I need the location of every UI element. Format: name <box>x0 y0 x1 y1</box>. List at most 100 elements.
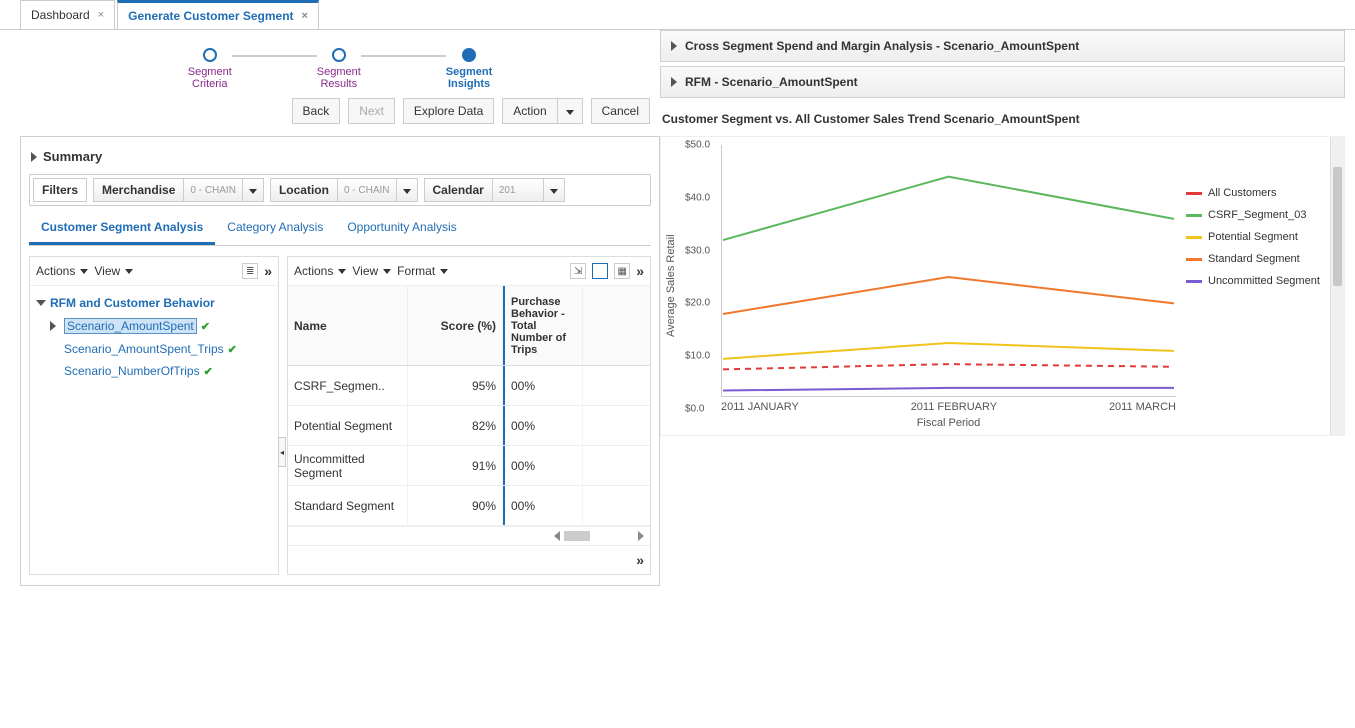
tree-item-scenario[interactable]: Scenario_AmountSpent_Trips ✔ <box>34 338 274 360</box>
step-dot-icon <box>332 48 346 62</box>
scroll-right-icon[interactable] <box>638 531 644 541</box>
view-menu[interactable]: View <box>94 264 133 278</box>
cell-score: 82% <box>408 406 503 445</box>
format-menu[interactable]: Format <box>397 264 448 278</box>
close-icon[interactable]: × <box>98 9 104 21</box>
export-icon[interactable]: ⇲ <box>570 263 586 279</box>
scroll-thumb[interactable] <box>1333 167 1342 286</box>
segment-grid-pane: ◂ Actions View Format ⇲ ▦ » Name Score (… <box>287 256 651 575</box>
tree-item-scenario[interactable]: Scenario_NumberOfTrips✔ <box>34 360 274 382</box>
filter-value: 0 - CHAIN <box>338 181 396 200</box>
view-menu[interactable]: View <box>352 264 391 278</box>
tab-dashboard[interactable]: Dashboard × <box>20 0 115 29</box>
actions-menu[interactable]: Actions <box>294 264 346 278</box>
grid-horizontal-scrollbar[interactable] <box>288 526 650 545</box>
legend-swatch-icon <box>1186 214 1202 217</box>
y-tick-label: $40.0 <box>685 192 710 203</box>
scroll-left-icon[interactable] <box>554 531 560 541</box>
legend-item: Potential Segment <box>1186 231 1324 243</box>
table-row[interactable]: CSRF_Segmen..95%00% <box>288 366 650 406</box>
wizard-connector <box>232 55 317 57</box>
panel-rfm[interactable]: RFM - Scenario_AmountSpent <box>660 66 1345 98</box>
chevron-down-icon[interactable] <box>396 179 417 201</box>
tab-category-analysis[interactable]: Category Analysis <box>215 212 335 245</box>
location-filter[interactable]: Location 0 - CHAIN <box>270 178 418 202</box>
cell-score: 95% <box>408 366 503 405</box>
panel-title: Cross Segment Spend and Margin Analysis … <box>685 39 1079 53</box>
panel-cross-segment-spend[interactable]: Cross Segment Spend and Margin Analysis … <box>660 30 1345 62</box>
chart-scrollbar[interactable] <box>1330 137 1344 435</box>
y-axis-label: Average Sales Retail <box>661 137 681 435</box>
legend-label: All Customers <box>1208 187 1276 199</box>
col-header-score[interactable]: Score (%) <box>408 286 503 365</box>
tree-root[interactable]: RFM and Customer Behavior <box>34 292 274 314</box>
table-row[interactable]: Potential Segment82%00% <box>288 406 650 446</box>
legend-swatch-icon <box>1186 192 1202 195</box>
chevron-right-icon <box>50 321 56 331</box>
legend-item: CSRF_Segment_03 <box>1186 209 1324 221</box>
back-button[interactable]: Back <box>292 98 341 124</box>
col-header-purchase-behavior[interactable]: Purchase Behavior - Total Number of Trip… <box>503 286 583 365</box>
tree-root-label: RFM and Customer Behavior <box>50 296 215 310</box>
freeze-icon[interactable] <box>592 263 608 279</box>
wizard-step-results[interactable]: Segment Results <box>317 48 361 90</box>
table-row[interactable]: Uncommitted Segment91%00% <box>288 446 650 486</box>
grid-toolbar: Actions View Format ⇲ ▦ » <box>288 257 650 286</box>
main-work-panel: Summary Filters Merchandise 0 - CHAIN Lo… <box>20 136 660 586</box>
col-header-name[interactable]: Name <box>288 286 408 365</box>
detach-icon[interactable]: ≣ <box>242 263 258 279</box>
scenario-tree-pane: Actions View ≣ » RFM and Customer Behavi… <box>29 256 279 575</box>
chart-title: Customer Segment vs. All Customer Sales … <box>660 102 1345 136</box>
filters-button[interactable]: Filters <box>33 178 87 202</box>
overflow-icon[interactable]: » <box>636 552 644 568</box>
chevron-down-icon[interactable] <box>543 179 564 201</box>
legend-swatch-icon <box>1186 236 1202 239</box>
overflow-icon[interactable]: » <box>636 263 644 279</box>
y-tick-label: $30.0 <box>685 245 710 256</box>
wizard-step-insights[interactable]: Segment Insights <box>446 48 492 90</box>
close-icon[interactable]: × <box>302 10 308 22</box>
summary-toggle[interactable]: Summary <box>29 143 651 174</box>
grid-footer: » <box>288 545 650 574</box>
y-tick-label: $10.0 <box>685 351 710 362</box>
actions-menu[interactable]: Actions <box>36 264 88 278</box>
action-button-label: Action <box>502 98 556 124</box>
tab-customer-segment-analysis[interactable]: Customer Segment Analysis <box>29 212 215 245</box>
sales-trend-chart: Average Sales Retail $0.0$10.0$20.0$30.0… <box>660 136 1345 436</box>
overflow-icon[interactable]: » <box>264 263 272 279</box>
filter-label: Merchandise <box>94 179 184 201</box>
wizard-step-label: Segment Criteria <box>188 66 232 90</box>
tree-item-label: Scenario_AmountSpent <box>64 318 197 334</box>
action-split-button[interactable]: Action <box>502 98 582 124</box>
tab-generate-segment[interactable]: Generate Customer Segment × <box>117 0 319 29</box>
tree-body: RFM and Customer Behavior Scenario_Amoun… <box>30 286 278 388</box>
legend-label: Standard Segment <box>1208 253 1300 265</box>
table-row[interactable]: Standard Segment90%00% <box>288 486 650 526</box>
cancel-button[interactable]: Cancel <box>591 98 650 124</box>
scroll-thumb[interactable] <box>564 531 590 541</box>
check-icon: ✔ <box>201 320 210 333</box>
check-icon: ✔ <box>228 343 237 356</box>
check-icon: ✔ <box>204 365 213 378</box>
chevron-right-icon <box>671 41 677 51</box>
wizard-connector <box>361 55 446 57</box>
explore-data-button[interactable]: Explore Data <box>403 98 494 124</box>
merchandise-filter[interactable]: Merchandise 0 - CHAIN <box>93 178 264 202</box>
wrap-icon[interactable]: ▦ <box>614 263 630 279</box>
wizard-step-label: Segment Results <box>317 66 361 90</box>
tab-opportunity-analysis[interactable]: Opportunity Analysis <box>335 212 468 245</box>
cell-name: CSRF_Segmen.. <box>288 366 408 405</box>
chevron-down-icon[interactable] <box>242 179 263 201</box>
legend-label: CSRF_Segment_03 <box>1208 209 1306 221</box>
chevron-down-icon[interactable] <box>557 98 583 124</box>
y-tick-label: $20.0 <box>685 298 710 309</box>
cell-name: Standard Segment <box>288 486 408 525</box>
calendar-filter[interactable]: Calendar 201 <box>424 178 565 202</box>
action-button-row: Back Next Explore Data Action Cancel <box>20 98 650 124</box>
filter-bar: Filters Merchandise 0 - CHAIN Location 0… <box>29 174 651 206</box>
collapse-tree-handle[interactable]: ◂ <box>278 437 286 467</box>
tree-item-label: Scenario_AmountSpent_Trips <box>64 342 224 356</box>
grid-header-row: Name Score (%) Purchase Behavior - Total… <box>288 286 650 366</box>
tree-item-scenario[interactable]: Scenario_AmountSpent ✔ <box>34 314 274 338</box>
wizard-step-criteria[interactable]: Segment Criteria <box>188 48 232 90</box>
